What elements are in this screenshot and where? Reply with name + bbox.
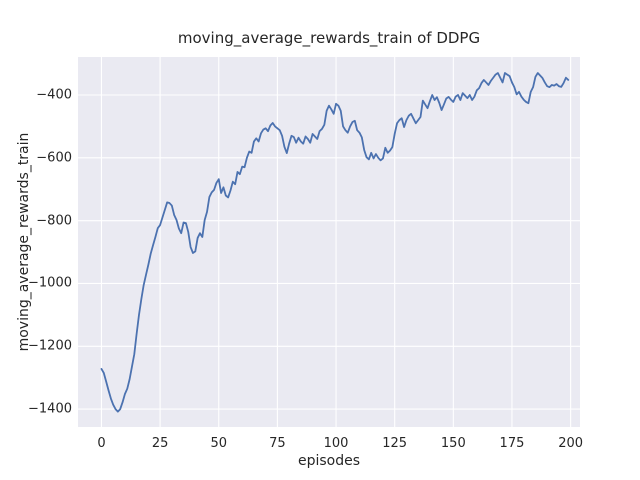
x-tick-label: 75 bbox=[269, 436, 286, 451]
x-tick-label: 175 bbox=[499, 436, 525, 451]
x-tick-label: 200 bbox=[558, 436, 584, 451]
y-tick-label: −1200 bbox=[28, 338, 72, 354]
x-tick-label: 100 bbox=[323, 436, 349, 451]
y-tick-label: −600 bbox=[36, 150, 72, 166]
axes-background bbox=[78, 57, 580, 427]
x-tick-label: 25 bbox=[151, 436, 169, 451]
x-tick-label: 0 bbox=[97, 436, 106, 451]
series-line bbox=[100, 72, 570, 413]
x-tick-label: 125 bbox=[382, 436, 408, 451]
y-tick-label: −400 bbox=[36, 87, 72, 103]
y-axis-label: moving_average_rewards_train bbox=[16, 132, 32, 352]
x-tick-label: 50 bbox=[210, 436, 228, 451]
y-tick-label: −1000 bbox=[28, 275, 72, 291]
y-tick-label: −800 bbox=[36, 213, 72, 229]
x-tick-label: 150 bbox=[440, 436, 466, 451]
x-axis-label: episodes bbox=[297, 453, 361, 469]
chart-title: moving_average_rewards_train of DDPG bbox=[177, 29, 481, 47]
y-tick-label: −1400 bbox=[28, 401, 72, 417]
